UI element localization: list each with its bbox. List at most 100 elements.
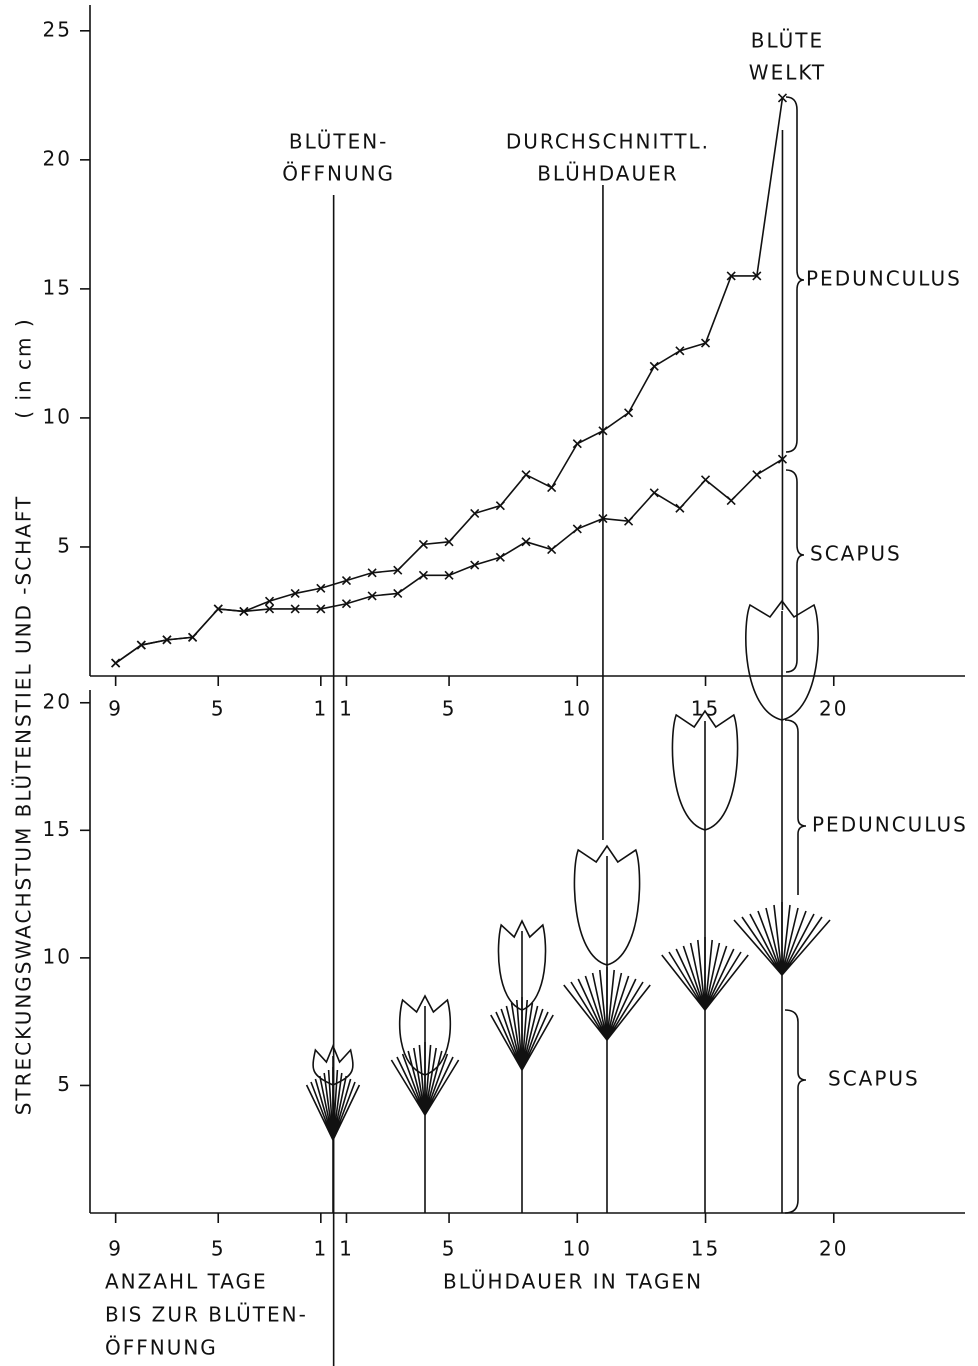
series-line [115,97,784,664]
marker [572,439,582,449]
marker [316,583,326,593]
marker [367,568,377,578]
flower [671,709,739,831]
flower [745,599,819,721]
x-tick-label: 15 [691,697,720,721]
x-axis-label: BIS ZUR BLÜTEN- [105,1303,308,1327]
annotation: BLÜHDAUER [537,162,678,186]
marker [700,338,711,348]
marker [752,271,762,281]
marker [470,560,480,570]
y-axis-label: STRECKUNGSWACHSTUM BLÜTENSTIEL UND -SCHA… [12,495,36,1116]
flower [312,1043,354,1086]
y-tick-label: 15 [43,817,72,841]
x-tick-label: 1 [339,1237,354,1261]
x-tick-label: 10 [563,697,592,721]
x-axis-label: BLÜHDAUER IN TAGEN [443,1270,703,1294]
marker [547,544,557,555]
marker [188,632,198,642]
marker [726,271,736,281]
marker [675,503,685,513]
marker [136,640,146,650]
y-tick-label: 5 [57,533,72,557]
marker [393,588,403,598]
x-tick-label: 1 [339,697,354,721]
y-tick-label: 15 [43,275,72,299]
bracket [784,719,807,895]
marker [316,604,326,614]
marker [290,588,300,598]
flower [398,994,452,1076]
marker [572,524,582,534]
x-tick-label: 20 [819,697,848,721]
series-line [115,458,783,664]
bract [733,902,831,976]
annotation: ÖFFNUNG [282,162,395,186]
x-axis-label: ANZAHL TAGE [105,1270,268,1294]
marker [777,93,788,103]
marker [264,596,275,606]
y-tick-label: 20 [43,146,72,170]
marker [521,470,531,480]
marker [649,361,659,371]
marker [341,599,352,609]
marker [162,635,172,645]
bracket [784,1009,807,1214]
flower [573,844,641,966]
bracket [785,96,805,453]
x-tick-label: 1 [313,697,328,721]
x-tick-label: 15 [691,1237,720,1261]
x-tick-label: 10 [563,1237,592,1261]
marker [264,604,275,614]
x-tick-label: 5 [211,1237,226,1261]
marker [393,565,403,575]
annotation: WELKT [749,61,826,85]
y-axis-unit: ( in cm ) [12,317,36,418]
marker [752,470,762,480]
x-tick-label: 9 [108,697,123,721]
x-tick-label: 20 [819,1237,848,1261]
x-axis-label: ÖFFNUNG [105,1336,218,1360]
bracket-label: PEDUNCULUS [806,267,962,291]
marker [290,604,300,614]
marker [444,570,454,580]
y-tick-label: 5 [57,1072,72,1096]
marker [547,483,557,493]
marker [418,570,428,580]
x-tick-label: 5 [442,697,457,721]
marker [521,537,531,547]
y-tick-label: 10 [43,404,72,428]
bracket-label: SCAPUS [828,1067,920,1091]
y-tick-label: 25 [43,17,72,41]
marker [367,591,377,601]
bract [490,997,554,1071]
marker [418,539,428,549]
marker [444,537,454,547]
bract [563,967,651,1041]
bracket-label: PEDUNCULUS [812,813,968,837]
bracket [785,469,805,673]
marker [239,606,249,617]
bract [305,1067,361,1141]
x-tick-label: 9 [108,1237,123,1261]
marker [675,346,685,356]
x-tick-label: 5 [442,1237,457,1261]
annotation: BLÜTEN- [289,130,389,154]
marker [341,575,352,586]
marker [495,501,505,511]
marker [213,604,223,614]
bract [390,1042,460,1116]
marker [624,516,634,526]
y-tick-label: 20 [43,689,72,713]
marker [470,508,480,518]
bract [661,937,749,1011]
marker [111,658,121,668]
marker [700,475,711,485]
bracket-label: SCAPUS [810,542,902,566]
x-tick-label: 5 [211,697,226,721]
marker [649,488,659,498]
flower [497,919,547,1011]
marker [726,495,736,506]
x-tick-label: 1 [313,1237,328,1261]
